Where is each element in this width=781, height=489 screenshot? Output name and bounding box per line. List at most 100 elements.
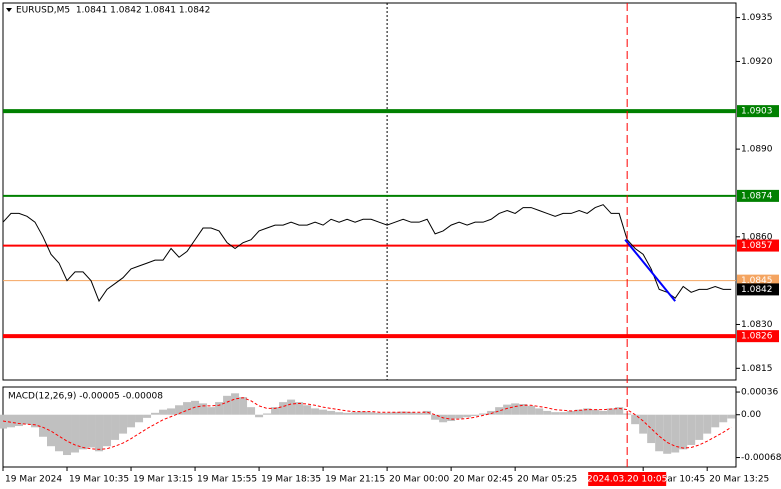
macd-bar	[399, 411, 408, 415]
macd-bar	[471, 414, 480, 416]
macd-bar	[431, 414, 440, 420]
y-tick-label: 0.00	[741, 410, 761, 420]
x-tick-label: 19 Mar 13:15	[133, 475, 193, 485]
macd-bar	[239, 397, 248, 415]
macd-bar	[135, 414, 144, 423]
macd-bar	[591, 409, 600, 415]
macd-bar	[127, 414, 136, 428]
macd-bar	[359, 411, 368, 415]
macd-bar	[383, 412, 392, 415]
macd-bar	[639, 414, 648, 434]
macd-bar	[439, 414, 448, 423]
macd-bar	[567, 410, 576, 415]
trendline	[624, 239, 676, 302]
macd-bar	[703, 414, 712, 434]
level-label: 1.0903	[741, 107, 773, 117]
macd-bar	[671, 414, 680, 453]
macd-bar	[71, 414, 80, 453]
macd-bar	[655, 414, 664, 452]
macd-bar	[255, 414, 264, 418]
macd-bar	[447, 414, 456, 422]
macd-bar	[407, 412, 416, 415]
macd-bar	[583, 408, 592, 415]
macd-bar	[183, 402, 192, 415]
macd-bar	[319, 409, 328, 415]
macd-bar	[55, 414, 64, 452]
macd-bar	[423, 410, 432, 415]
macd-bar	[543, 410, 552, 415]
level-label: 1.0857	[741, 241, 773, 251]
macd-bar	[47, 414, 56, 447]
macd-bar	[143, 414, 152, 418]
level-label-box	[737, 330, 779, 343]
macd-bar	[191, 400, 200, 415]
macd-bar	[151, 412, 160, 415]
macd-bar	[167, 408, 176, 415]
x-tick-label: 20 Mar 13:25	[709, 475, 769, 485]
y-tick-label: -0.00068	[741, 453, 781, 463]
line-series	[2, 397, 732, 450]
macd-title: MACD(12,26,9) -0.00005 -0.00008	[8, 392, 163, 402]
level-label: 1.0826	[741, 332, 773, 342]
macd-bar	[303, 405, 312, 415]
macd-bar	[519, 404, 528, 415]
macd-bar	[351, 412, 360, 415]
macd-bar	[463, 414, 472, 418]
level-label: 1.0845	[741, 276, 773, 286]
macd-bar	[487, 410, 496, 415]
macd-bar	[95, 414, 104, 452]
x-tick-label: 19 Mar 21:15	[325, 475, 385, 485]
macd-bar	[7, 414, 16, 428]
macd-bar	[575, 409, 584, 415]
x-tick-label: 19 Mar 10:35	[69, 475, 129, 485]
macd-bar	[479, 413, 488, 415]
x-tick-label: 20 Mar 10:45	[645, 475, 705, 485]
macd-bar	[607, 408, 616, 415]
macd-bar	[391, 412, 400, 415]
macd-bar	[215, 402, 224, 415]
y-tick-label: 1.0935	[741, 13, 773, 23]
chart-title: EURUSD,M5 1.0841 1.0842 1.0841 1.0842	[16, 6, 210, 16]
macd-bar	[535, 408, 544, 415]
macd-bar	[247, 407, 256, 415]
macd-bar	[711, 414, 720, 428]
line-series	[2, 204, 732, 303]
macd-bar	[31, 414, 40, 428]
macd-bar	[503, 404, 512, 415]
macd-bar	[23, 414, 32, 425]
macd-bar	[511, 403, 520, 415]
cursor-label: 2024.03.20 10:05	[587, 475, 667, 485]
macd-bar	[279, 402, 288, 415]
macd-bar	[271, 407, 280, 415]
level-label-box	[737, 105, 779, 118]
y-tick-label: 1.0890	[741, 145, 773, 155]
macd-bar	[87, 414, 96, 448]
macd-bar	[679, 414, 688, 450]
macd-bar	[335, 412, 344, 415]
macd-bar	[231, 393, 240, 415]
macd-bar	[687, 414, 696, 445]
macd-bar	[551, 412, 560, 415]
macd-bar	[223, 395, 232, 415]
macd-bar	[0, 414, 8, 429]
price-panel	[2, 2, 737, 381]
x-tick-label: 20 Mar 00:00	[389, 475, 449, 485]
cursor-label-box	[588, 472, 667, 486]
macd-bar	[719, 414, 728, 423]
macd-bar	[727, 414, 736, 419]
macd-bar	[599, 410, 608, 415]
macd-bar	[375, 412, 384, 415]
macd-bar	[455, 414, 464, 419]
macd-bar	[39, 414, 48, 437]
macd-bar	[695, 414, 704, 440]
macd-bar	[615, 407, 624, 415]
y-tick-label: 1.0815	[741, 364, 773, 374]
macd-bar	[199, 403, 208, 415]
macd-bar	[159, 409, 168, 415]
macd-bar	[311, 408, 320, 415]
y-tick-label: 1.0860	[741, 232, 773, 242]
level-label-box	[737, 189, 779, 202]
macd-bar	[263, 413, 272, 415]
